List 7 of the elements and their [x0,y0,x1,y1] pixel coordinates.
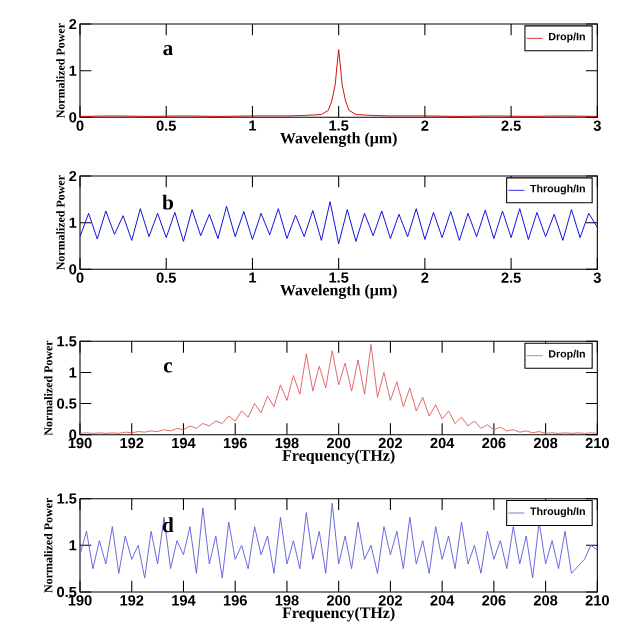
line-series [80,49,598,117]
annotation: d [162,517,174,533]
line-series [80,502,598,579]
annotation: c [163,362,173,373]
annotation: a [163,45,173,56]
line-series [80,343,598,434]
annotation: b [162,194,173,210]
